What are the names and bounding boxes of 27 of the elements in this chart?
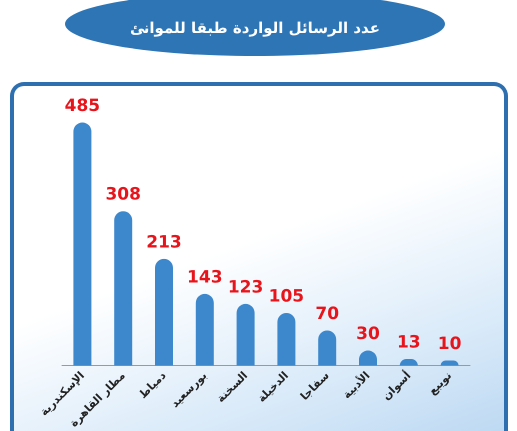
data-label: 30 [356, 324, 380, 344]
data-label: 485 [64, 96, 100, 116]
chart-title: عدد الرسائل الواردة طبقا للموانئ [130, 19, 380, 37]
x-tick-label: نويبع [426, 368, 454, 398]
data-label: 70 [315, 304, 340, 324]
x-tick-label: الدخيلة [255, 368, 291, 405]
bar [73, 122, 92, 366]
data-label: 123 [228, 277, 264, 298]
data-label: 105 [268, 286, 304, 306]
bar [196, 294, 214, 366]
data-label: 13 [396, 332, 421, 353]
data-label: 308 [105, 184, 141, 205]
x-tick-label: سفاجا [298, 368, 332, 403]
bar [114, 211, 132, 366]
x-tick-label: الأدبية [339, 368, 373, 402]
bar [155, 258, 173, 366]
data-label: 10 [438, 334, 462, 354]
x-tick-label: بورسعيد [168, 368, 210, 410]
bar [318, 330, 336, 366]
bar [277, 312, 296, 366]
x-tick-label: أسوان [379, 368, 414, 403]
data-label: 213 [146, 232, 182, 252]
title-banner: عدد الرسائل الواردة طبقا للموانئ [65, 0, 445, 56]
x-tick-label: دمياط [136, 368, 169, 402]
data-label: 143 [187, 267, 223, 288]
bar [236, 304, 255, 366]
x-tick-label: السخنة [214, 368, 250, 406]
